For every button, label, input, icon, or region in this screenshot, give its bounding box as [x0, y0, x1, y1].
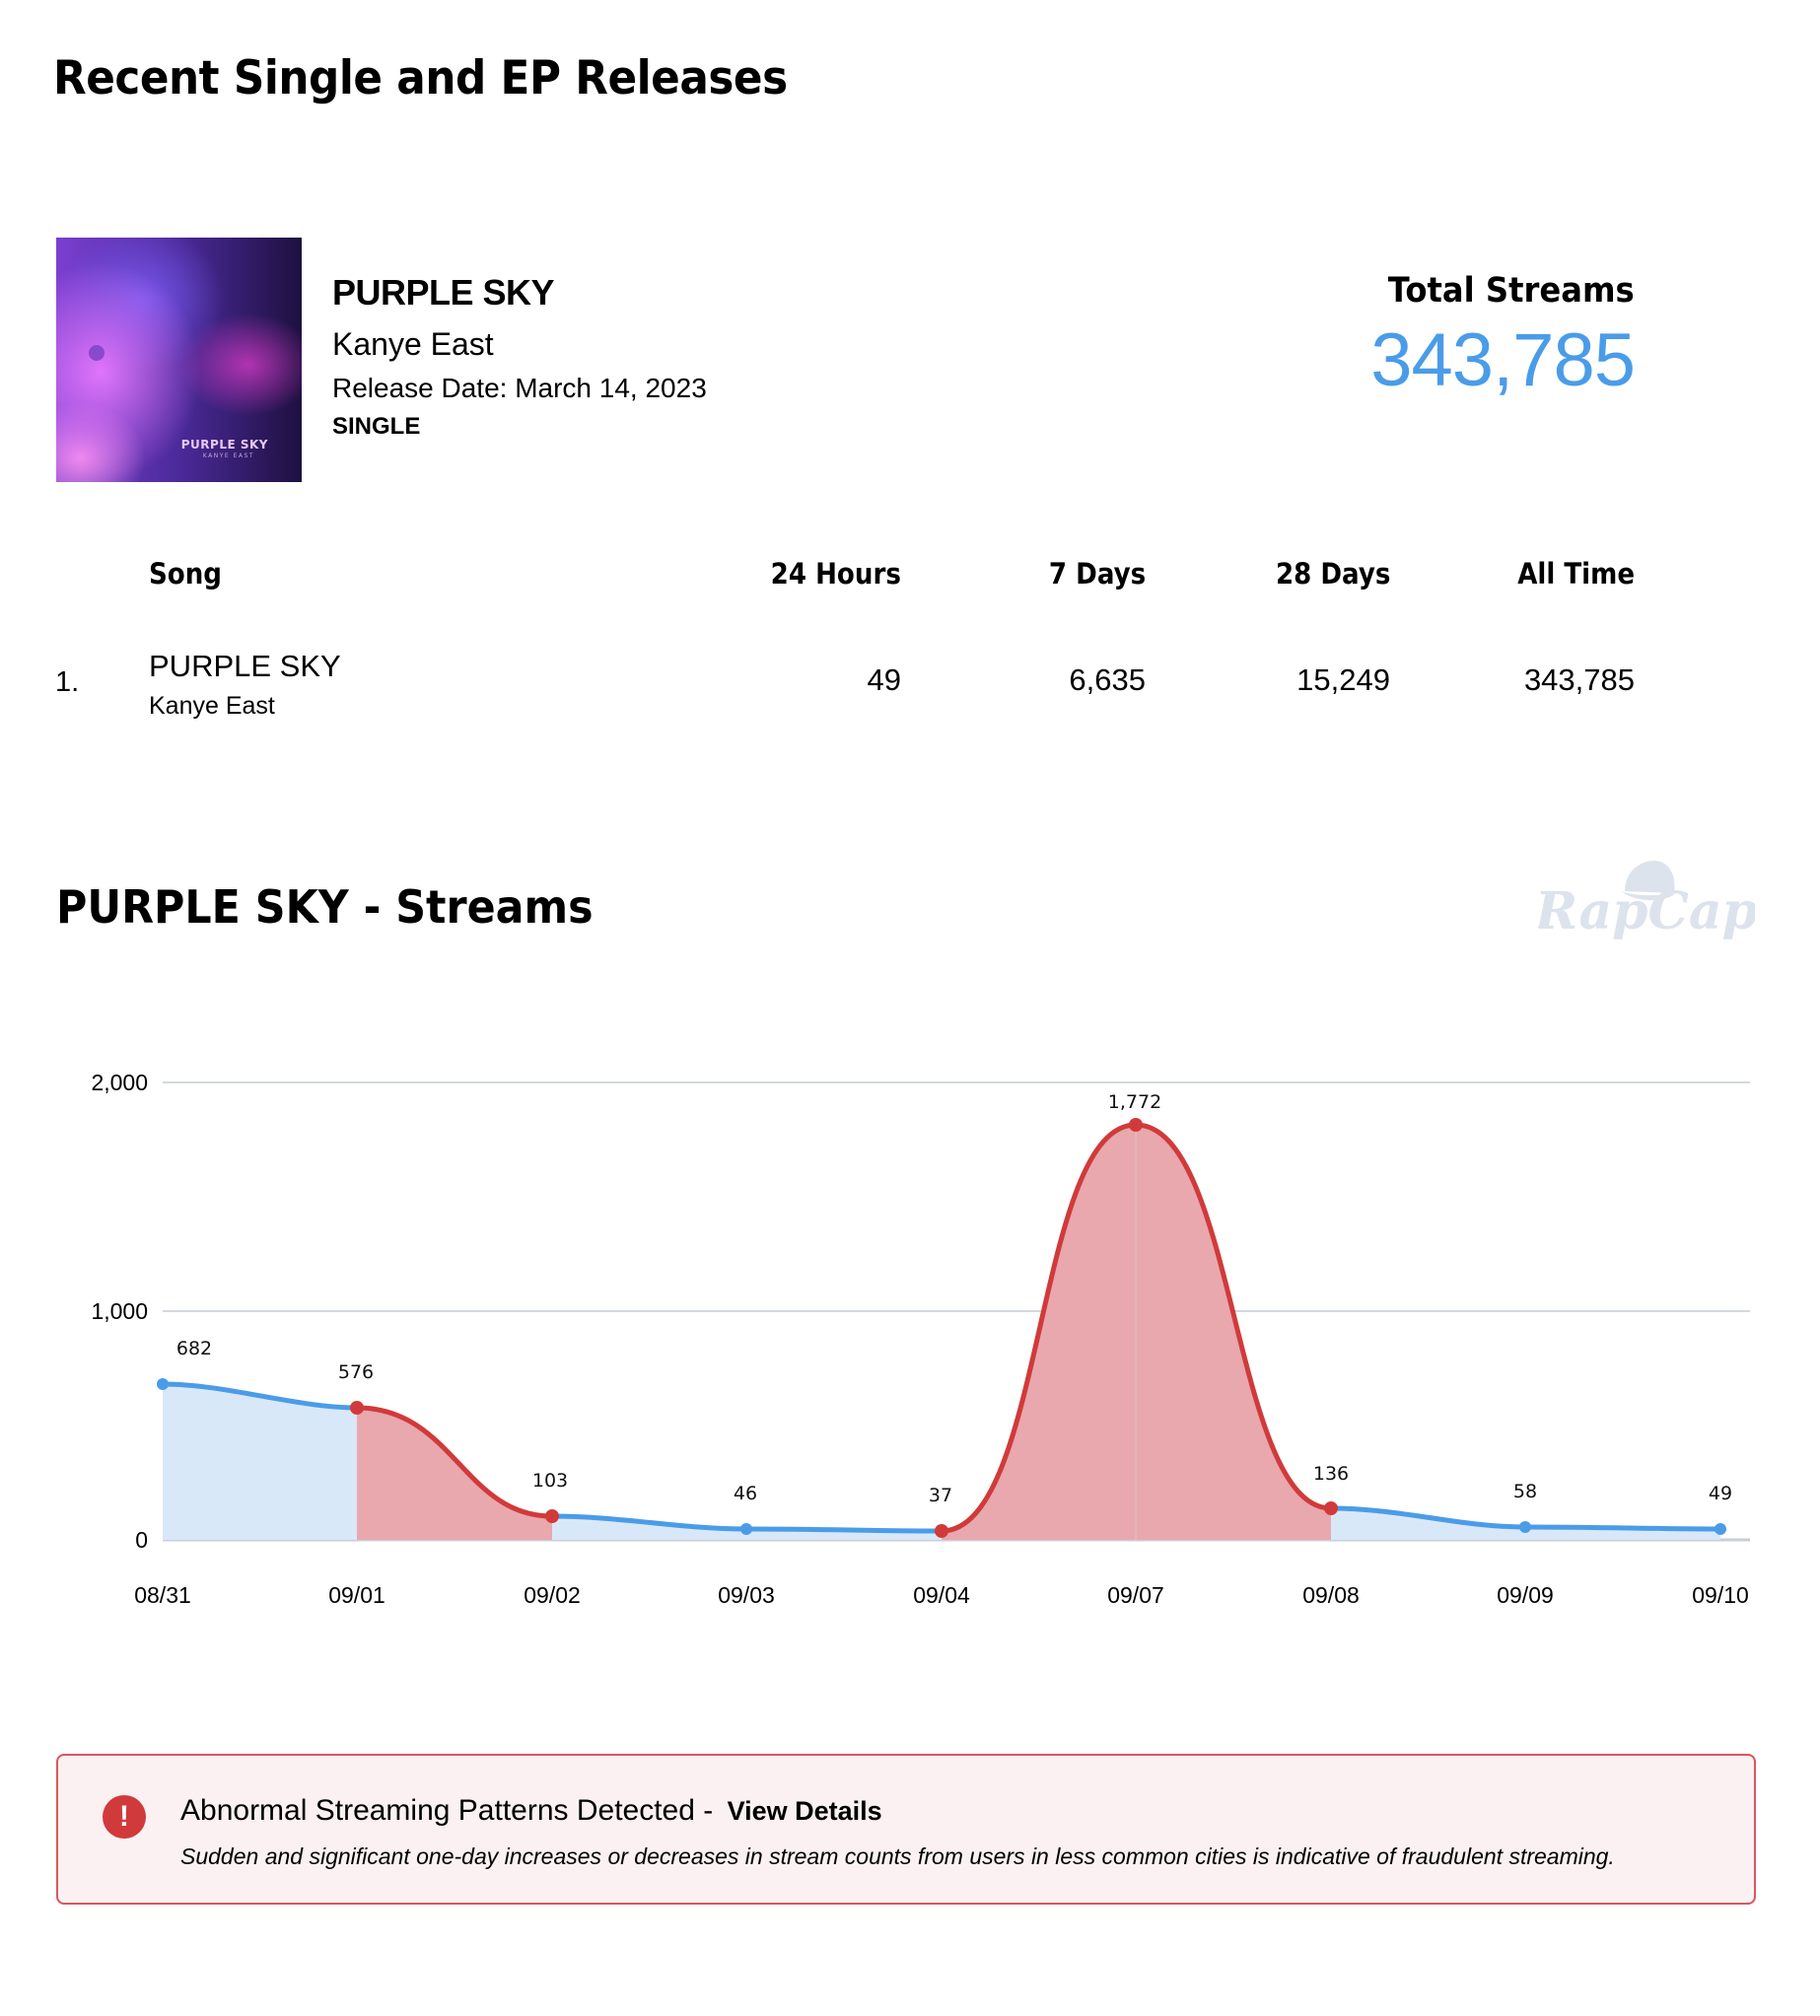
row-song-title[interactable]: PURPLE SKY — [149, 649, 341, 683]
abnormal-streaming-alert: ! Abnormal Streaming Patterns Detected -… — [56, 1754, 1756, 1905]
y-tick-1000: 1,000 — [91, 1298, 148, 1324]
svg-text:09/03: 09/03 — [718, 1582, 775, 1608]
svg-text:58: 58 — [1513, 1481, 1537, 1502]
cover-planet-decoration — [89, 345, 105, 361]
point-0908 — [1324, 1501, 1338, 1515]
svg-text:576: 576 — [338, 1361, 374, 1383]
svg-text:09/10: 09/10 — [1692, 1582, 1749, 1608]
y-axis-labels: 2,000 1,000 0 — [91, 1070, 148, 1553]
svg-text:49: 49 — [1709, 1483, 1732, 1504]
alert-heading: Abnormal Streaming Patterns Detected - V… — [180, 1794, 882, 1828]
normal-area-fills — [163, 1384, 1720, 1540]
col-header-all-time[interactable]: All Time — [1517, 557, 1635, 591]
col-header-7d[interactable]: 7 Days — [1048, 557, 1146, 591]
svg-text:09/01: 09/01 — [328, 1582, 385, 1608]
view-details-link[interactable]: View Details — [727, 1796, 882, 1826]
col-header-28d[interactable]: 28 Days — [1275, 557, 1390, 591]
svg-text:37: 37 — [929, 1485, 952, 1506]
point-0903 — [740, 1523, 752, 1535]
data-points — [157, 1118, 1726, 1538]
point-0907 — [1129, 1118, 1143, 1132]
cover-title: PURPLE SKY — [180, 438, 268, 452]
svg-text:682: 682 — [176, 1338, 212, 1359]
release-artist[interactable]: Kanye East — [332, 326, 494, 362]
row-song-artist[interactable]: Kanye East — [149, 692, 275, 720]
svg-text:09/08: 09/08 — [1302, 1582, 1360, 1608]
point-0909 — [1519, 1521, 1531, 1533]
cap-icon — [1621, 861, 1676, 901]
alert-description: Sudden and significant one-day increases… — [180, 1843, 1615, 1869]
release-type-badge: SINGLE — [332, 413, 421, 440]
svg-text:09/07: 09/07 — [1107, 1582, 1164, 1608]
point-0831 — [157, 1378, 169, 1390]
album-cover[interactable]: PURPLE SKY KANYE EAST — [56, 238, 302, 482]
svg-text:08/31: 08/31 — [134, 1582, 191, 1608]
page-title: Recent Single and EP Releases — [53, 51, 788, 105]
cover-artist: KANYE EAST — [202, 452, 254, 459]
x-axis-labels: 08/31 09/01 09/02 09/03 09/04 09/07 09/0… — [134, 1582, 1749, 1608]
anomaly-area-fills — [357, 1125, 1331, 1540]
exclamation-circle-icon: ! — [103, 1795, 146, 1839]
row-rank: 1. — [55, 666, 80, 698]
total-streams-label: Total Streams — [1388, 271, 1635, 311]
svg-text:1,772: 1,772 — [1108, 1091, 1161, 1113]
streams-chart: 2,000 1,000 0 682 576 103 46 37 — [91, 1070, 1750, 1608]
svg-text:136: 136 — [1313, 1463, 1349, 1485]
rapcap-logo: RapCap — [1538, 861, 1755, 941]
y-tick-0: 0 — [135, 1527, 148, 1553]
svg-text:09/04: 09/04 — [913, 1582, 970, 1608]
point-0904 — [935, 1524, 948, 1538]
svg-text:103: 103 — [532, 1470, 568, 1492]
svg-text:RapCap: RapCap — [1538, 881, 1755, 941]
total-streams-value: 343,785 — [1370, 318, 1636, 402]
y-tick-2000: 2,000 — [91, 1070, 148, 1095]
row-28d-streams: 15,249 — [1296, 662, 1390, 697]
data-labels: 682 576 103 46 37 1,772 136 58 49 — [176, 1091, 1732, 1506]
release-title[interactable]: PURPLE SKY — [332, 272, 555, 313]
svg-text:09/09: 09/09 — [1497, 1582, 1554, 1608]
point-0910 — [1715, 1523, 1726, 1535]
svg-text:46: 46 — [734, 1483, 757, 1504]
row-7d-streams: 6,635 — [1069, 662, 1146, 697]
col-header-24h[interactable]: 24 Hours — [770, 557, 901, 591]
release-date: Release Date: March 14, 2023 — [332, 373, 707, 403]
chart-title: PURPLE SKY - Streams — [56, 880, 594, 934]
row-24h-streams: 49 — [867, 662, 901, 697]
col-header-song[interactable]: Song — [149, 557, 222, 591]
point-0901 — [350, 1401, 364, 1415]
row-all-time-streams: 343,785 — [1523, 662, 1635, 697]
svg-text:09/02: 09/02 — [524, 1582, 581, 1608]
alert-heading-text: Abnormal Streaming Patterns Detected - — [180, 1794, 714, 1827]
point-0902 — [545, 1509, 559, 1523]
